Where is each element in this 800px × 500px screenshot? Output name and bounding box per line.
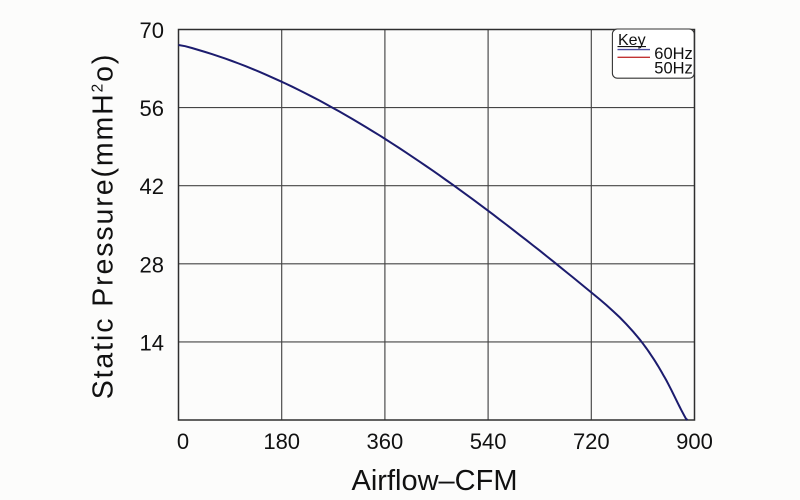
- svg-text:720: 720: [573, 429, 610, 454]
- svg-text:50Hz: 50Hz: [654, 60, 693, 78]
- svg-text:42: 42: [140, 174, 164, 199]
- svg-text:28: 28: [140, 252, 164, 277]
- svg-text:14: 14: [140, 330, 164, 355]
- svg-text:56: 56: [140, 96, 164, 121]
- svg-text:70: 70: [140, 18, 164, 43]
- svg-text:Key: Key: [618, 32, 646, 49]
- svg-text:540: 540: [470, 429, 507, 454]
- svg-text:180: 180: [263, 429, 300, 454]
- svg-text:Static Pressure(mmH2o): Static Pressure(mmH2o): [88, 53, 120, 400]
- svg-text:60Hz: 60Hz: [654, 45, 693, 63]
- svg-text:900: 900: [676, 429, 713, 454]
- svg-text:0: 0: [177, 429, 189, 454]
- svg-text:Airflow–CFM: Airflow–CFM: [352, 465, 518, 497]
- svg-text:360: 360: [367, 429, 404, 454]
